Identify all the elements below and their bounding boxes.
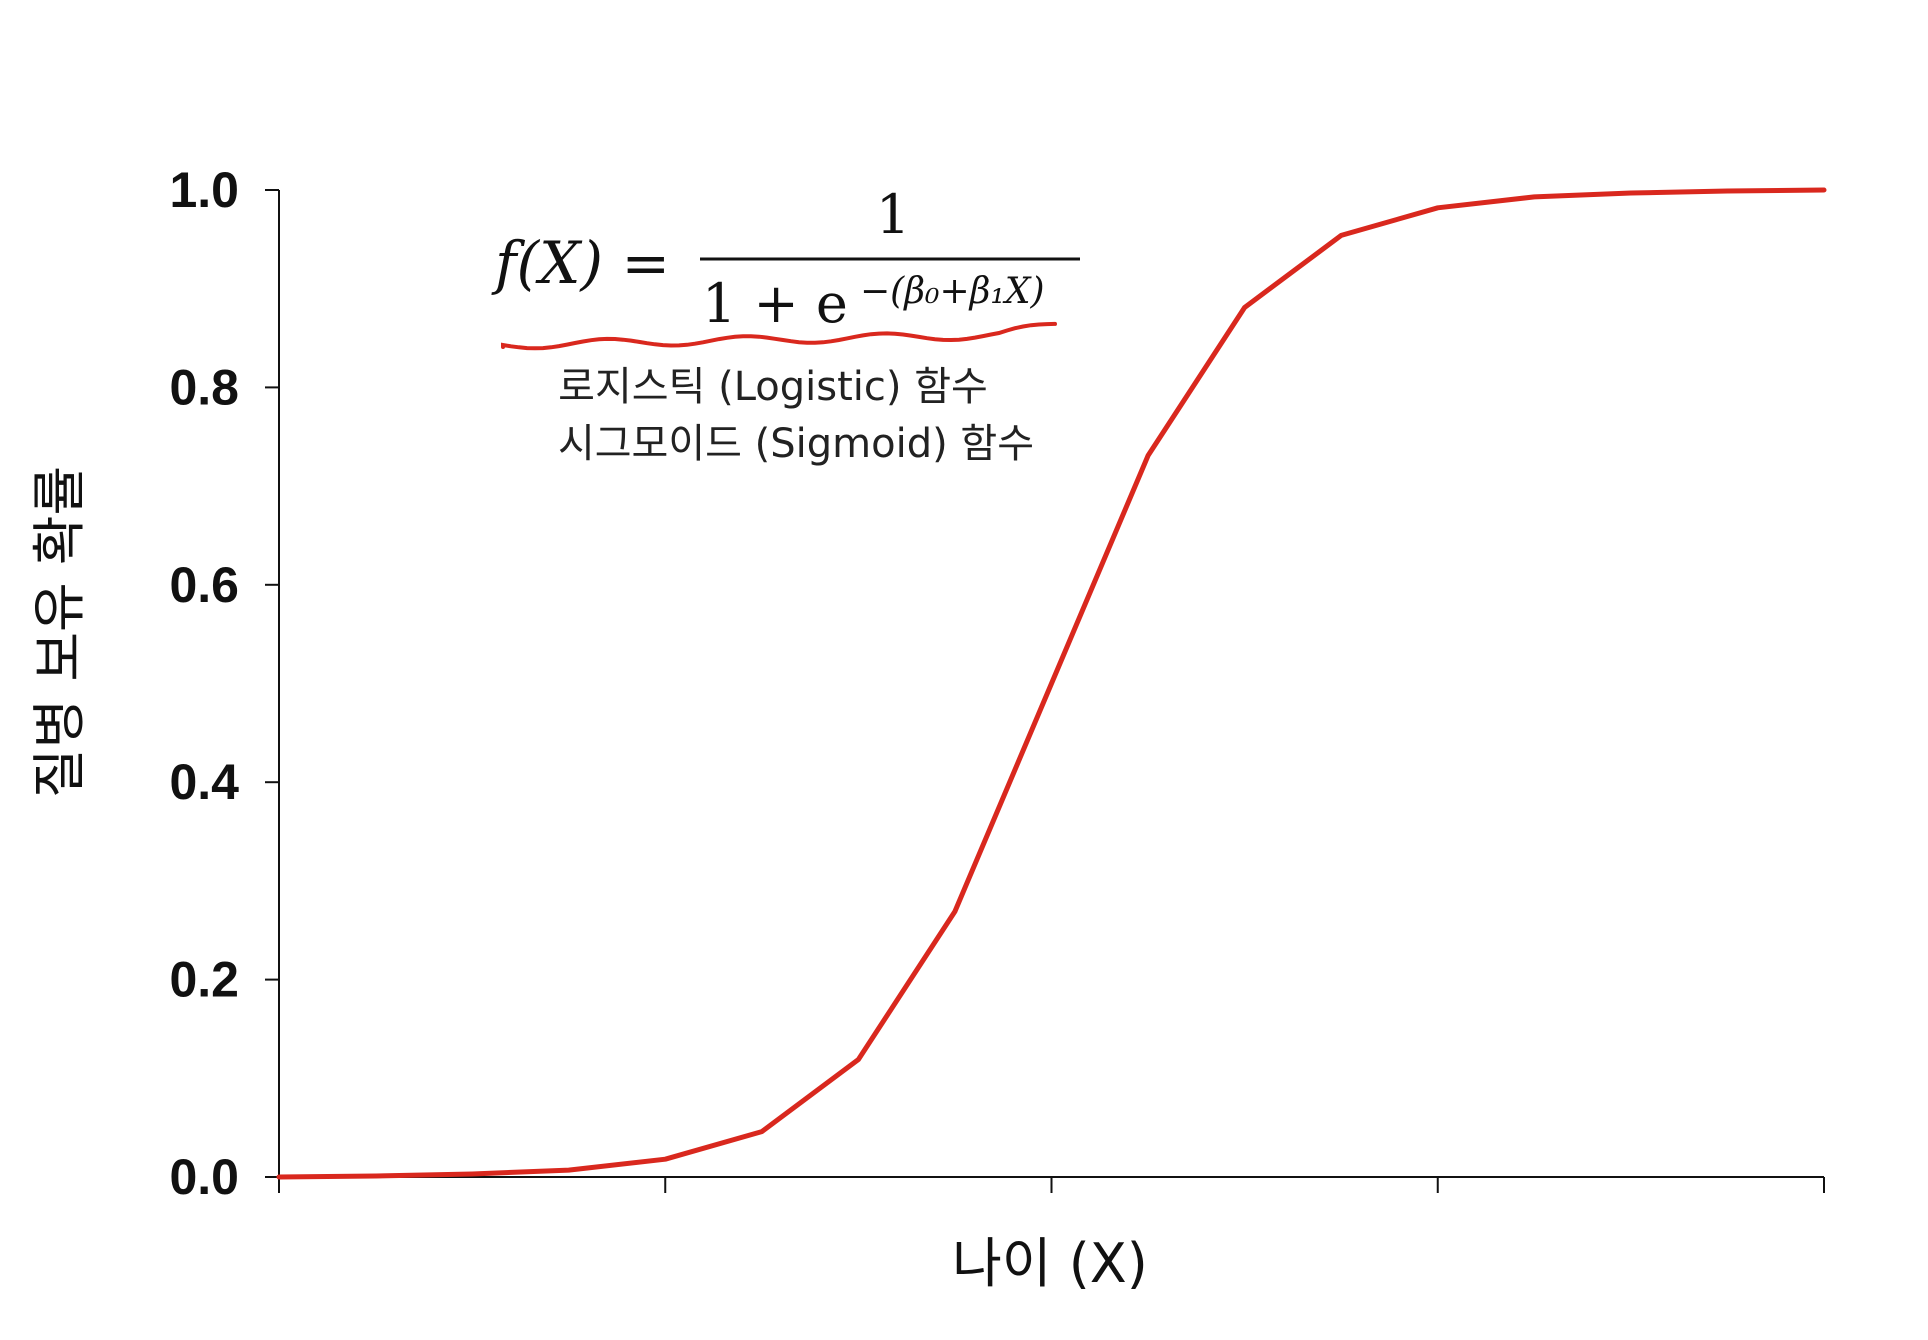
y-tick-label: 0.6	[169, 557, 239, 613]
y-tick-label: 0.8	[169, 359, 239, 415]
formula-denominator: 1 + e	[702, 272, 848, 335]
y-tick-label: 0.4	[169, 754, 239, 810]
series-line	[276, 187, 1827, 1180]
formula-lhs: f(X) =	[491, 229, 670, 297]
y-tick-label: 1.0	[169, 162, 239, 218]
series-layer	[276, 187, 1827, 1180]
formula-annotation: f(X) = 1 1 + e −(β₀+β₁X) 로지스틱 (Logistic)…	[491, 183, 1080, 467]
x-axis-title: 나이 (X)	[952, 1232, 1148, 1295]
y-axis-ticks: 0.0 0.2 0.4 0.6 0.8 1.0	[169, 162, 279, 1205]
y-tick-label: 0.0	[169, 1149, 239, 1205]
formula-numerator: 1	[876, 183, 910, 246]
y-tick-label: 0.2	[169, 952, 239, 1008]
x-axis-ticks	[278, 1177, 1825, 1193]
y-axis-title: 질병 보유 확률	[28, 466, 91, 798]
formula-exponent: −(β₀+β₁X)	[860, 271, 1045, 312]
formula-underline	[501, 321, 1057, 351]
caption-logistic: 로지스틱 (Logistic) 함수	[558, 364, 988, 410]
caption-sigmoid: 시그모이드 (Sigmoid) 함수	[558, 421, 1034, 467]
